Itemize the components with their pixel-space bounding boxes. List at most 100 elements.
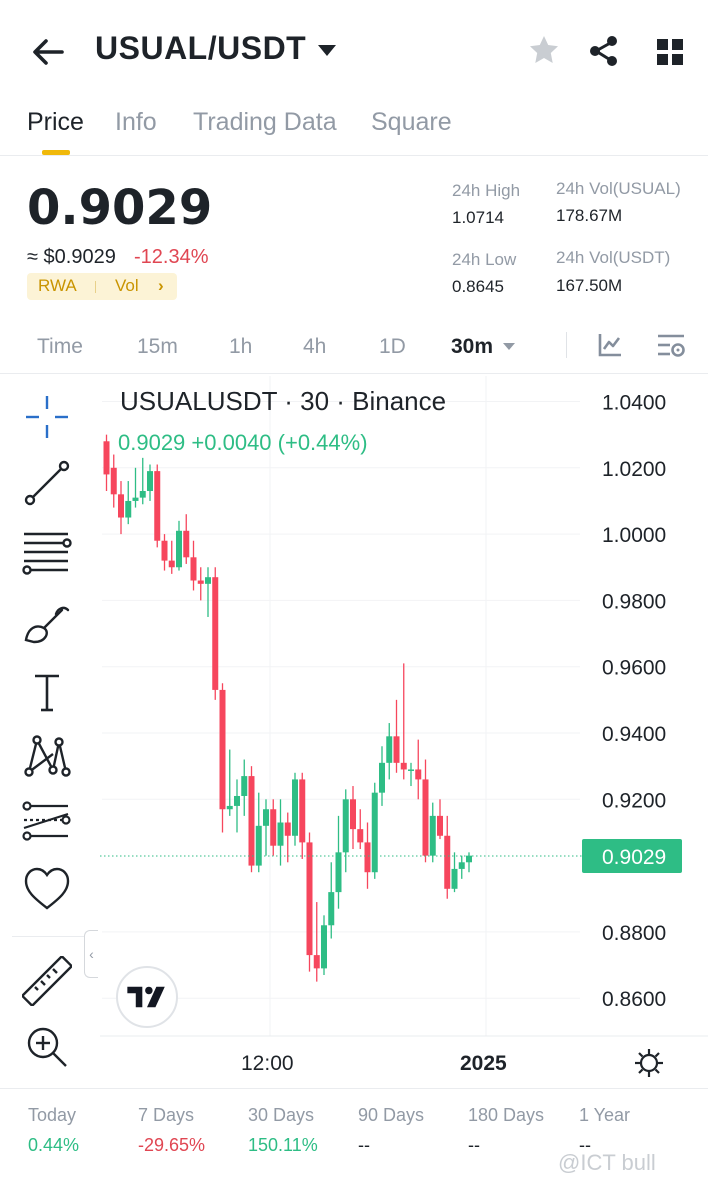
category-tags[interactable]: RWA Vol › [27, 273, 177, 300]
zoom-in-icon[interactable] [22, 1022, 72, 1072]
period-label-90d: 90 Days [358, 1105, 425, 1125]
candle-body [284, 822, 291, 836]
x-tick-label: 12:00 [241, 1052, 294, 1075]
candle-body [168, 560, 175, 568]
candle-body [321, 925, 327, 969]
last-price: 0.9029 [27, 180, 213, 236]
candle-body [350, 799, 356, 830]
tab-price[interactable]: Price [27, 108, 84, 136]
candle-body [292, 779, 298, 836]
high-label: 24h High [452, 181, 521, 200]
interval-1d[interactable]: 1D [379, 335, 406, 358]
candle-body [299, 779, 306, 843]
candle-body [451, 868, 458, 889]
price-change-percent: -12.34% [134, 246, 209, 268]
candle-body [161, 540, 168, 561]
fib-levels-icon[interactable] [22, 528, 72, 578]
brush-icon[interactable] [22, 598, 72, 648]
prediction-icon[interactable] [22, 798, 72, 848]
candle-body [248, 776, 255, 866]
candle-body [306, 842, 313, 956]
share-icon[interactable] [587, 34, 621, 68]
candle-body [234, 795, 240, 806]
candle-body [408, 769, 414, 771]
interval-time[interactable]: Time [37, 335, 83, 358]
candle-body [147, 471, 153, 492]
candle-body [415, 769, 422, 780]
candle-body [110, 467, 117, 495]
top-bar: USUAL/USDT [0, 0, 708, 100]
candle-body [176, 530, 182, 568]
vol-quote-label: 24h Vol(USDT) [556, 248, 671, 267]
drawing-toolbar [0, 376, 96, 1088]
tradingview-logo[interactable] [116, 966, 178, 1028]
toolbar-separator [12, 936, 84, 937]
y-tick-label: 0.8800 [602, 922, 666, 945]
crosshair-icon[interactable] [22, 392, 72, 442]
interval-4h[interactable]: 4h [303, 335, 327, 358]
y-tick-label: 0.9400 [602, 723, 666, 746]
candle-body [154, 471, 161, 541]
vol-quote-value: 167.50M [556, 276, 623, 295]
tag-vol[interactable]: Vol [115, 276, 139, 295]
period-performance: Today 0.44% 7 Days -29.65% 30 Days 150.1… [0, 1088, 708, 1184]
candle-body [444, 835, 451, 889]
pair-title[interactable]: USUAL/USDT [95, 30, 307, 66]
interval-1h[interactable]: 1h [229, 335, 253, 358]
period-label-1y: 1 Year [579, 1105, 631, 1125]
interval-caret-icon[interactable] [503, 342, 515, 351]
trend-line-icon[interactable] [22, 458, 72, 508]
candle-body [458, 862, 465, 869]
interval-30m[interactable]: 30m [451, 335, 494, 358]
usd-price: ≈ $0.9029 [27, 246, 116, 268]
dropdown-caret-icon[interactable] [316, 42, 338, 58]
vol-base-value: 178.67M [556, 206, 623, 225]
low-value: 0.8645 [452, 277, 504, 296]
last-price-tag [582, 838, 682, 873]
y-tick-label: 0.9200 [602, 789, 666, 812]
interval-15m[interactable]: 15m [137, 335, 178, 358]
vol-base-label: 24h Vol(USUAL) [556, 179, 681, 198]
chart-settings-icon[interactable] [656, 332, 686, 360]
indicators-icon[interactable] [597, 332, 623, 358]
chart-symbol-title: USUALUSDT · 30 · Binance [120, 386, 447, 416]
text-tool-icon[interactable] [22, 668, 72, 718]
candle-body [364, 842, 371, 873]
toolbar-collapse-handle[interactable]: ‹ [84, 930, 98, 978]
candlestick-chart[interactable]: 1.0400 1.0200 1.0000 0.9800 0.9600 0.9400 0.92… [100, 376, 708, 1088]
favorites-heart-icon[interactable] [22, 864, 72, 914]
interval-separator [566, 332, 567, 358]
pattern-icon[interactable] [22, 732, 72, 782]
period-value-30d: 150.11% [248, 1135, 318, 1155]
candle-body [277, 822, 284, 846]
gear-icon[interactable] [634, 1048, 664, 1078]
candle-body [379, 762, 385, 793]
candle-body [255, 825, 262, 866]
tab-trading-data[interactable]: Trading Data [193, 108, 337, 136]
favorite-star-icon[interactable] [528, 34, 560, 66]
grid-menu-icon[interactable] [656, 38, 684, 66]
period-label-30d: 30 Days [248, 1105, 315, 1125]
candle-body [197, 580, 204, 584]
price-chart[interactable]: 1.0400 1.0200 1.0000 0.9800 0.9600 0.9400 0.92… [100, 376, 708, 1088]
tab-info[interactable]: Info [115, 108, 157, 136]
candle-body [219, 689, 226, 810]
period-value-90d: -- [358, 1135, 370, 1155]
candle-body [466, 855, 472, 863]
period-label-7d: 7 Days [138, 1105, 195, 1125]
candle-body [132, 497, 139, 501]
last-price-label: 0.9029 [602, 846, 666, 869]
active-tab-indicator [42, 150, 70, 155]
candle-body [386, 736, 393, 763]
tradingview-logo-icon [127, 986, 165, 1008]
candle-body [263, 809, 269, 826]
ruler-icon[interactable] [20, 954, 74, 1008]
y-tick-label: 0.9800 [602, 590, 666, 613]
candle-body [212, 577, 219, 690]
tag-rwa[interactable]: RWA [38, 276, 77, 295]
candle-body [226, 805, 233, 810]
y-tick-label: 0.8600 [602, 988, 666, 1011]
candle-body [270, 809, 277, 846]
back-arrow-icon[interactable] [28, 32, 68, 72]
tab-square[interactable]: Square [371, 108, 452, 136]
